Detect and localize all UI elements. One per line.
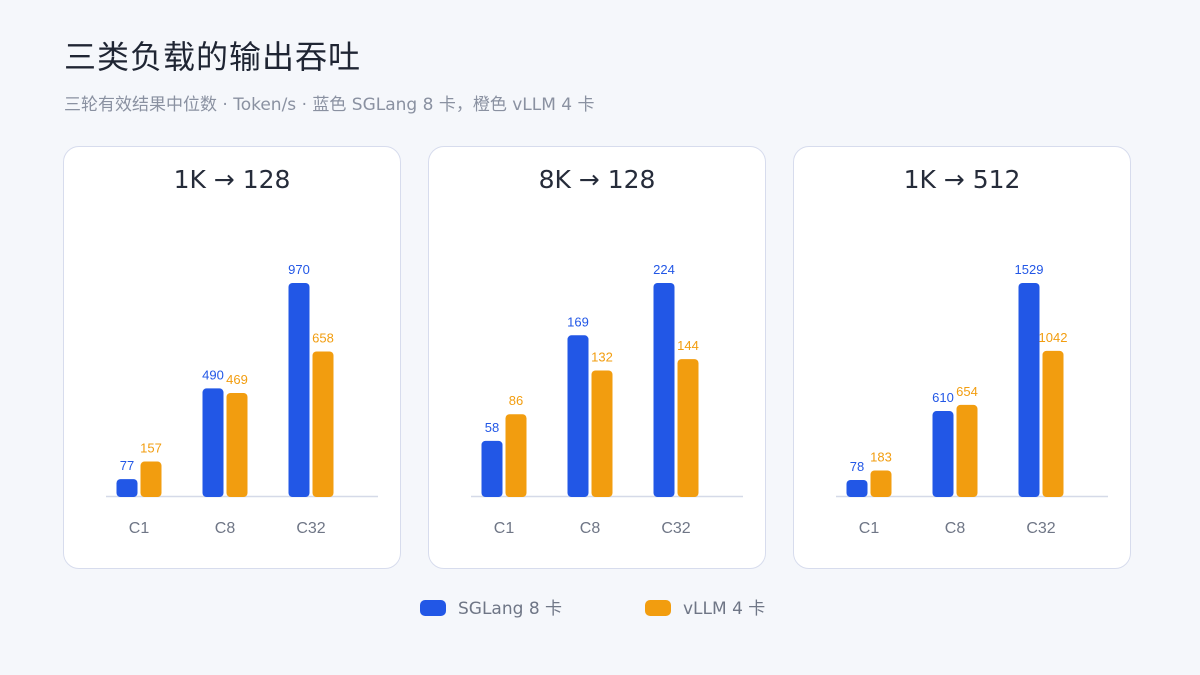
data-label-sglang-c32: 224 <box>653 262 675 277</box>
data-label-vllm-c32: 144 <box>677 338 699 353</box>
chart-title: 1K → 128 <box>173 165 291 194</box>
bar-vllm-c32 <box>1042 350 1064 497</box>
bar-sglang-c1 <box>846 480 868 497</box>
bar-vllm-c1 <box>140 461 162 497</box>
chart-panel-1k-512: 1K → 512 78 183 C1 610 654 C8 1529 1042 C32 <box>793 146 1131 569</box>
bar-sglang-c1 <box>116 479 138 497</box>
bar-sglang-c1 <box>481 440 503 497</box>
data-label-vllm-c1: 157 <box>140 441 162 456</box>
data-label-sglang-c1: 78 <box>850 459 864 474</box>
page-title: 三类负载的输出吞吐 <box>64 38 362 76</box>
legend-swatch-vllm <box>645 600 671 616</box>
bar-sglang-c32 <box>1018 283 1040 497</box>
bar-chart: 77 157 C1 490 469 C8 970 658 C32 <box>106 262 378 537</box>
legend: SGLang 8 卡 vLLM 4 卡 <box>0 592 1200 622</box>
bar-vllm-c1 <box>505 414 527 497</box>
data-label-vllm-c32: 1042 <box>1039 330 1068 345</box>
data-label-sglang-c32: 1529 <box>1015 262 1044 277</box>
x-tick-label-c32: C32 <box>296 520 325 537</box>
bar-vllm-c32 <box>312 351 334 497</box>
x-tick-label-c1: C1 <box>129 520 150 537</box>
x-tick-label-c32: C32 <box>661 520 690 537</box>
chart-title: 1K → 512 <box>903 165 1021 194</box>
data-label-vllm-c8: 132 <box>591 349 613 364</box>
chart-title: 8K → 128 <box>538 165 656 194</box>
data-label-sglang-c1: 58 <box>485 420 499 435</box>
legend-label-sglang: SGLang 8 卡 <box>458 599 563 619</box>
data-label-vllm-c1: 183 <box>870 450 892 465</box>
chart-panel-8k-128: 8K → 128 58 86 C1 169 132 C8 224 144 C32 <box>428 146 766 569</box>
data-label-vllm-c8: 469 <box>226 372 248 387</box>
data-label-sglang-c32: 970 <box>288 262 310 277</box>
legend-swatch-sglang <box>420 600 446 616</box>
data-label-vllm-c32: 658 <box>312 331 334 346</box>
bar-vllm-c8 <box>956 404 978 497</box>
bar-vllm-c8 <box>226 393 248 497</box>
x-tick-label-c8: C8 <box>945 520 966 537</box>
data-label-sglang-c8: 169 <box>567 314 589 329</box>
x-tick-label-c1: C1 <box>494 520 515 537</box>
data-label-sglang-c8: 610 <box>932 390 954 405</box>
bar-sglang-c8 <box>567 335 589 497</box>
data-label-sglang-c8: 490 <box>202 367 224 382</box>
x-tick-label-c32: C32 <box>1026 520 1055 537</box>
bar-vllm-c32 <box>677 359 699 497</box>
x-tick-label-c8: C8 <box>215 520 236 537</box>
bar-vllm-c1 <box>870 470 892 497</box>
bar-sglang-c32 <box>653 283 675 497</box>
x-tick-label-c1: C1 <box>859 520 880 537</box>
bar-vllm-c8 <box>591 370 613 497</box>
chart-panel-1k-128: 1K → 128 77 157 C1 490 469 C8 970 658 C32 <box>63 146 401 569</box>
bar-chart: 58 86 C1 169 132 C8 224 144 C32 <box>471 262 743 537</box>
bar-sglang-c8 <box>932 411 954 497</box>
page-subtitle: 三轮有效结果中位数 · Token/s · 蓝色 SGLang 8 卡，橙色 v… <box>64 95 595 115</box>
legend-label-vllm: vLLM 4 卡 <box>683 599 766 619</box>
data-label-vllm-c8: 654 <box>956 384 978 399</box>
bar-chart: 78 183 C1 610 654 C8 1529 1042 C32 <box>836 262 1108 537</box>
data-label-vllm-c1: 86 <box>509 393 523 408</box>
bar-sglang-c32 <box>288 283 310 497</box>
data-label-sglang-c1: 77 <box>120 458 134 473</box>
x-tick-label-c8: C8 <box>580 520 601 537</box>
bar-sglang-c8 <box>202 388 224 497</box>
